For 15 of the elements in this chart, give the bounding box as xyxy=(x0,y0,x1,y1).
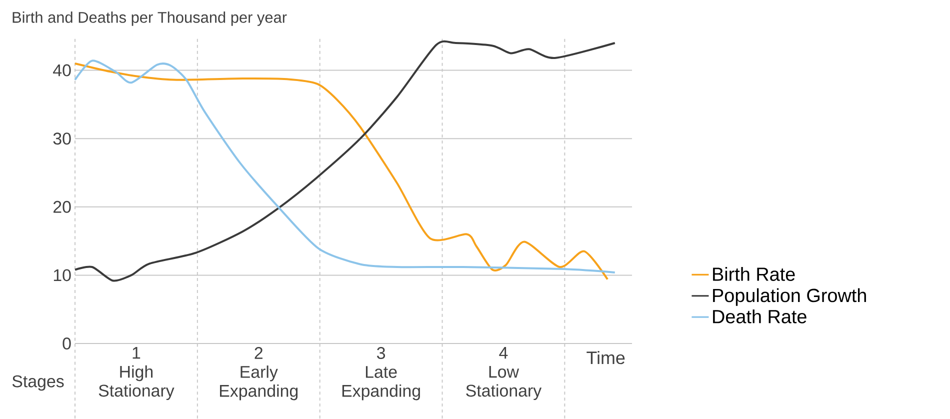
x-tick-label: 1 High Stationary xyxy=(98,347,174,400)
y-tick-label: 0 xyxy=(62,338,71,350)
text: Stages xyxy=(12,375,64,391)
y-tick-label: 40 xyxy=(53,64,71,76)
x-tick-label: 2 Early Expanding xyxy=(220,347,298,400)
chart-title: Birth and Deaths per Thousand per year xyxy=(12,12,287,26)
legend-label: Death Rate xyxy=(713,309,806,324)
x-tick-label: 4 Low Stationary xyxy=(466,347,542,400)
y-tick-label: 10 xyxy=(54,269,71,282)
legend-label: Population Growth xyxy=(713,288,866,306)
x-tick-label: 3 Late Expanding xyxy=(342,347,420,400)
y-tick-label: 20 xyxy=(54,200,71,213)
y-tick-label: 30 xyxy=(53,132,71,145)
legend-label: Birth Rate xyxy=(713,267,795,281)
x-axis-title: Time xyxy=(586,351,625,364)
